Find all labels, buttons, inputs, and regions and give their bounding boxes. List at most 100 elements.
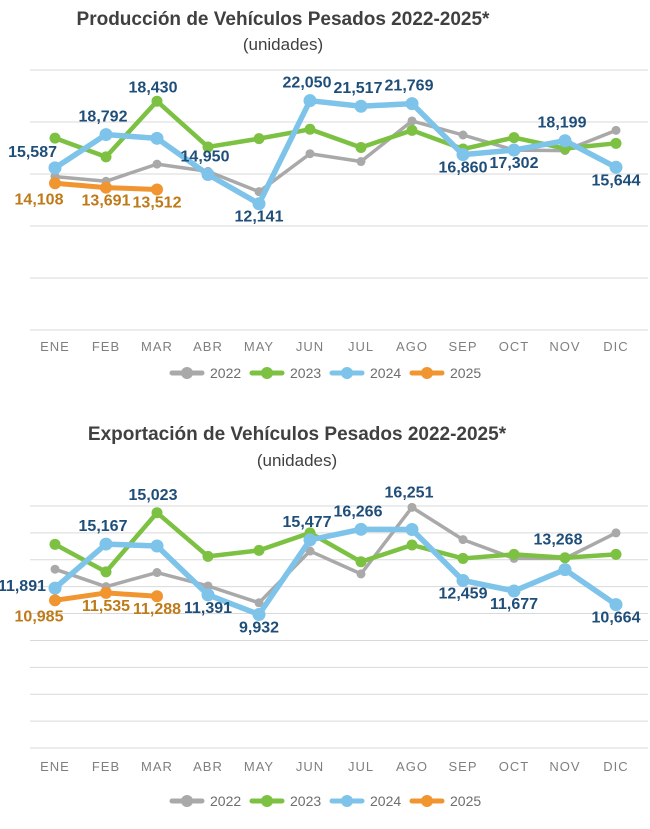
series-2022-point	[152, 568, 162, 578]
series-2022-point	[50, 564, 60, 574]
series-2023-point	[100, 151, 112, 163]
series-2024-point	[405, 97, 419, 111]
series-2024-data-label: 21,769	[385, 78, 434, 95]
x-axis-label: DIC	[603, 339, 628, 354]
x-axis-label: ENE	[40, 759, 70, 774]
series-2025-data-label: 14,108	[15, 191, 64, 208]
series-2024-data-label: 11,677	[490, 596, 538, 613]
series-2022-point	[407, 502, 417, 512]
export-chart: ENE FEB MAR ABR MAY JUN JUL AGO SEP OCT NOV DIC 11,8…	[0, 485, 648, 809]
series-2022-point	[611, 125, 621, 135]
series-2024-point	[201, 588, 215, 602]
series-2024-point	[48, 581, 62, 595]
series-2023-point	[253, 133, 265, 145]
series-2024-point	[609, 160, 623, 174]
legend-marker-dot	[421, 367, 433, 379]
series-2023-point	[304, 123, 316, 135]
legend-label: 2022	[210, 793, 241, 809]
legend-marker-dot	[261, 367, 273, 379]
series-2025-point	[49, 594, 61, 607]
series-2025-data-label: 11,288	[133, 601, 181, 618]
series-2024-point	[456, 148, 470, 162]
series-2024-line	[52, 526, 619, 618]
legend-marker-dot	[181, 367, 193, 379]
series-2023-point	[202, 550, 214, 562]
series-2022-point	[203, 581, 213, 591]
series-2022-point	[356, 157, 366, 167]
x-axis-label: ABR	[193, 339, 223, 354]
series-2022-point	[356, 569, 366, 579]
x-axis-label: OCT	[499, 339, 529, 354]
series-2022-point	[458, 130, 468, 140]
x-axis-label: JUN	[296, 759, 324, 774]
series-2024-data-label: 9,932	[239, 619, 279, 636]
series-2024-point	[150, 539, 164, 553]
legend-item-2024: 2024	[329, 793, 401, 809]
legend-item-2025: 2025	[409, 793, 481, 809]
series-2024-point	[303, 533, 317, 547]
series-2023-point	[355, 141, 367, 153]
legend-item-2023: 2023	[249, 365, 321, 381]
legend-marker-dot	[341, 367, 353, 379]
x-axis-label: NOV	[549, 339, 580, 354]
x-axis-label: MAR	[141, 339, 173, 354]
series-2024-point	[303, 94, 317, 108]
legend-marker-dot	[421, 795, 433, 807]
series-2024-point	[405, 523, 419, 537]
x-axis-label: MAR	[141, 759, 173, 774]
legend-marker-dot	[261, 795, 273, 807]
series-2022-point	[611, 528, 621, 538]
series-2023-point	[355, 556, 367, 568]
x-axis-label: AGO	[396, 339, 428, 354]
series-2024-point	[252, 197, 266, 211]
x-axis-label: OCT	[499, 759, 529, 774]
series-2024-point	[252, 607, 266, 621]
series-2025-point	[100, 181, 112, 194]
series-2023-point	[151, 507, 163, 519]
series-2024-point	[609, 598, 623, 612]
x-axis-label: ENE	[40, 339, 70, 354]
series-2024-point	[150, 131, 164, 145]
series-2023-point	[406, 539, 418, 551]
series-2024-data-label: 18,199	[538, 115, 587, 132]
legend-label: 2025	[450, 793, 481, 809]
series-2022-point	[407, 116, 417, 126]
x-axis-label: DIC	[603, 759, 628, 774]
x-axis-label: MAY	[244, 339, 274, 354]
series-2022-line	[53, 505, 618, 605]
series-2025-data-label: 10,985	[15, 608, 64, 625]
x-axis-label: JUN	[296, 339, 324, 354]
x-axis-label: FEB	[92, 339, 120, 354]
export-chart-title: Exportación de Vehículos Pesados 2022-20…	[87, 424, 507, 445]
series-2025-data-label: 11,535	[82, 598, 130, 615]
series-2024-data-label: 10,664	[592, 610, 641, 627]
series-2024-data-label: 18,430	[129, 79, 178, 96]
series-2024-data-label: 15,587	[8, 144, 57, 161]
legend-item-2024: 2024	[329, 365, 401, 381]
series-2024-line	[52, 97, 619, 207]
x-axis-label: SEP	[448, 339, 477, 354]
series-2024-point	[507, 143, 521, 157]
series-2023-point	[406, 124, 418, 136]
series-2023-point	[508, 132, 520, 144]
series-2024-data-label: 21,517	[334, 80, 383, 97]
legend-label: 2024	[370, 793, 401, 809]
legend-item-2025: 2025	[409, 365, 481, 381]
series-2024-point	[456, 573, 470, 587]
series-2023-point	[508, 548, 520, 560]
series-2024-data-label: 17,302	[490, 155, 539, 172]
series-2024-point	[507, 584, 521, 598]
series-2025-data-label: 13,512	[133, 194, 182, 211]
x-axis-label: ABR	[193, 759, 223, 774]
series-2023-point	[610, 548, 622, 560]
series-2023-point	[610, 137, 622, 149]
series-2024-data-label: 13,268	[534, 532, 583, 549]
production-chart-title: Producción de Vehículos Pesados 2022-202…	[76, 9, 490, 30]
series-2024-data-label: 11,391	[184, 600, 232, 617]
series-2024-data-label: 15,477	[283, 514, 332, 531]
series-2025-point	[100, 586, 112, 599]
series-2024-data-label: 16,860	[439, 160, 488, 177]
series-2024-point	[201, 168, 215, 182]
series-2023-point	[457, 552, 469, 564]
legend-marker-dot	[181, 795, 193, 807]
